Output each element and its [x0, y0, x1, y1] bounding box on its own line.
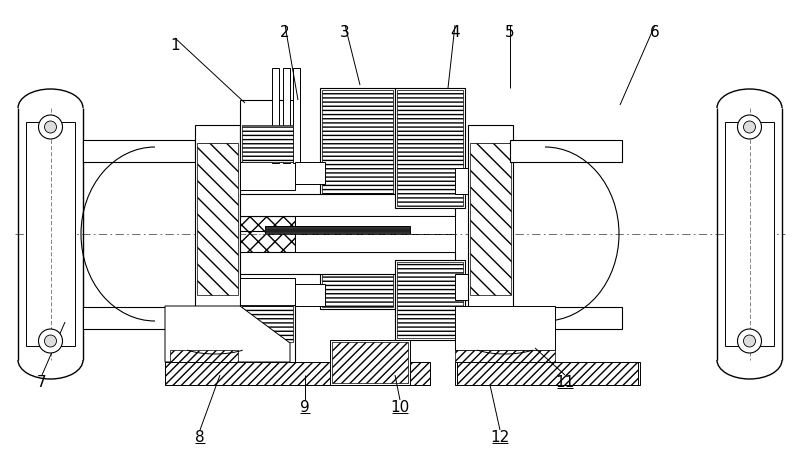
Bar: [397, 262, 463, 338]
Bar: [83, 307, 195, 329]
Bar: [322, 90, 393, 216]
Bar: [397, 90, 463, 206]
Bar: [395, 88, 465, 208]
Bar: [283, 68, 290, 163]
Circle shape: [38, 115, 62, 139]
Text: 6: 6: [650, 25, 660, 40]
Bar: [455, 168, 473, 194]
Text: 4: 4: [450, 25, 460, 40]
Text: 11: 11: [555, 375, 574, 390]
Text: 8: 8: [195, 430, 205, 445]
Bar: [295, 216, 455, 234]
Bar: [468, 125, 513, 342]
Text: 9: 9: [300, 400, 310, 415]
Bar: [240, 231, 295, 253]
Circle shape: [738, 329, 762, 353]
Bar: [295, 234, 455, 252]
Bar: [240, 252, 455, 274]
Polygon shape: [455, 306, 555, 350]
Bar: [470, 143, 511, 295]
Circle shape: [38, 329, 62, 353]
Bar: [293, 68, 300, 163]
Bar: [240, 278, 295, 305]
Polygon shape: [455, 362, 640, 385]
Bar: [197, 143, 238, 295]
Bar: [322, 253, 393, 307]
Bar: [240, 216, 295, 238]
Bar: [455, 274, 473, 300]
Text: 3: 3: [340, 25, 350, 40]
Bar: [26, 122, 75, 346]
Polygon shape: [455, 350, 555, 362]
Bar: [332, 342, 408, 383]
Bar: [320, 251, 395, 309]
Circle shape: [743, 121, 755, 133]
Polygon shape: [165, 362, 430, 385]
Polygon shape: [165, 306, 290, 362]
Circle shape: [45, 121, 57, 133]
Bar: [272, 68, 279, 163]
Bar: [240, 305, 295, 367]
Bar: [265, 226, 410, 234]
Text: 5: 5: [505, 25, 515, 40]
Bar: [240, 162, 295, 190]
Bar: [510, 140, 622, 162]
Bar: [725, 122, 774, 346]
Text: 2: 2: [280, 25, 290, 40]
Bar: [330, 340, 410, 385]
Bar: [83, 140, 195, 162]
Text: 12: 12: [490, 430, 510, 445]
Bar: [395, 200, 445, 236]
Bar: [240, 100, 295, 162]
Bar: [510, 307, 622, 329]
Circle shape: [45, 335, 57, 347]
Circle shape: [743, 335, 755, 347]
Bar: [165, 362, 430, 385]
Text: 1: 1: [170, 38, 180, 53]
Bar: [295, 162, 325, 184]
Text: 10: 10: [390, 400, 410, 415]
Text: 7: 7: [37, 375, 47, 390]
Bar: [395, 233, 445, 269]
Bar: [457, 362, 638, 385]
Bar: [195, 125, 240, 342]
Bar: [295, 284, 325, 306]
Bar: [242, 125, 293, 162]
Bar: [395, 260, 465, 340]
Bar: [242, 305, 293, 342]
Polygon shape: [170, 350, 238, 362]
Circle shape: [738, 115, 762, 139]
Bar: [240, 194, 455, 216]
Bar: [320, 88, 395, 218]
